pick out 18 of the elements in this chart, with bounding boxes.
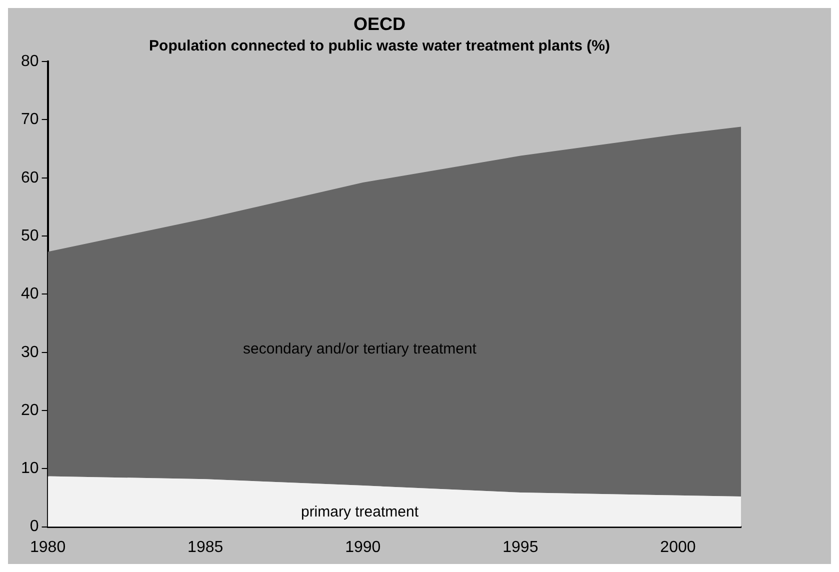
chart-title: OECD [353, 14, 406, 34]
x-tick-label: 1995 [502, 538, 538, 556]
y-tick-label: 40 [21, 286, 39, 303]
series-label: primary treatment [300, 503, 420, 520]
y-tick-label: 60 [21, 169, 39, 186]
y-tick-label: 10 [21, 460, 39, 478]
x-tick-label: 1980 [30, 538, 66, 556]
y-tick-label: 0 [30, 518, 39, 536]
y-tick-label: 50 [21, 227, 39, 244]
y-tick-label: 30 [21, 344, 39, 361]
y-tick-label: 20 [21, 402, 39, 419]
x-tick-label: 2000 [660, 538, 696, 556]
y-tick-label: 70 [21, 111, 39, 128]
x-tick-label: 1985 [188, 538, 224, 556]
series-label: secondary and/or tertiary treatment [243, 340, 478, 358]
y-tick-label: 80 [21, 53, 39, 70]
x-tick-label: 1990 [345, 538, 381, 556]
chart-subtitle: Population connected to public waste water treatment plants (%) [149, 38, 610, 55]
